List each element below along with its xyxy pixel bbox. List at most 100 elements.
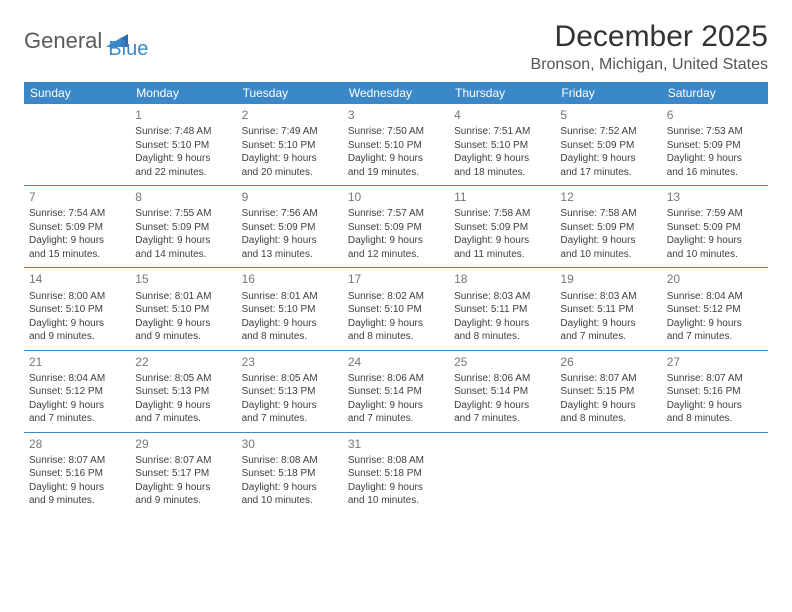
- calendar-cell: 17Sunrise: 8:02 AMSunset: 5:10 PMDayligh…: [343, 268, 449, 350]
- calendar-cell: [449, 432, 555, 514]
- daylight-text: and 9 minutes.: [135, 494, 231, 508]
- sunrise-text: Sunrise: 8:08 AM: [348, 454, 444, 468]
- day-number: 17: [348, 271, 444, 287]
- sunrise-text: Sunrise: 7:51 AM: [454, 125, 550, 139]
- sunrise-text: Sunrise: 8:00 AM: [29, 290, 125, 304]
- daylight-text: and 8 minutes.: [348, 330, 444, 344]
- calendar-cell: 13Sunrise: 7:59 AMSunset: 5:09 PMDayligh…: [662, 186, 768, 268]
- daylight-text: and 9 minutes.: [29, 494, 125, 508]
- daylight-text: and 20 minutes.: [242, 166, 338, 180]
- daylight-text: and 7 minutes.: [560, 330, 656, 344]
- calendar-cell: 9Sunrise: 7:56 AMSunset: 5:09 PMDaylight…: [237, 186, 343, 268]
- calendar-cell: 5Sunrise: 7:52 AMSunset: 5:09 PMDaylight…: [555, 104, 661, 186]
- calendar-cell: 12Sunrise: 7:58 AMSunset: 5:09 PMDayligh…: [555, 186, 661, 268]
- daylight-text: Daylight: 9 hours: [560, 317, 656, 331]
- sunrise-text: Sunrise: 7:49 AM: [242, 125, 338, 139]
- logo-word2: Blue: [108, 38, 148, 61]
- day-number: 23: [242, 354, 338, 370]
- sunrise-text: Sunrise: 8:04 AM: [667, 290, 763, 304]
- sunrise-text: Sunrise: 8:01 AM: [242, 290, 338, 304]
- calendar-cell: 30Sunrise: 8:08 AMSunset: 5:18 PMDayligh…: [237, 432, 343, 514]
- calendar-cell: 3Sunrise: 7:50 AMSunset: 5:10 PMDaylight…: [343, 104, 449, 186]
- weekday-friday: Friday: [555, 82, 661, 104]
- daylight-text: Daylight: 9 hours: [348, 234, 444, 248]
- calendar-cell: 10Sunrise: 7:57 AMSunset: 5:09 PMDayligh…: [343, 186, 449, 268]
- logo: General Blue: [24, 20, 148, 61]
- calendar-cell: 22Sunrise: 8:05 AMSunset: 5:13 PMDayligh…: [130, 350, 236, 432]
- sunset-text: Sunset: 5:09 PM: [135, 221, 231, 235]
- daylight-text: and 14 minutes.: [135, 248, 231, 262]
- sunset-text: Sunset: 5:10 PM: [348, 139, 444, 153]
- sunset-text: Sunset: 5:11 PM: [454, 303, 550, 317]
- sunset-text: Sunset: 5:16 PM: [29, 467, 125, 481]
- sunrise-text: Sunrise: 7:55 AM: [135, 207, 231, 221]
- calendar-cell: 21Sunrise: 8:04 AMSunset: 5:12 PMDayligh…: [24, 350, 130, 432]
- sunset-text: Sunset: 5:09 PM: [242, 221, 338, 235]
- sunset-text: Sunset: 5:11 PM: [560, 303, 656, 317]
- sunset-text: Sunset: 5:18 PM: [348, 467, 444, 481]
- sunset-text: Sunset: 5:10 PM: [454, 139, 550, 153]
- daylight-text: and 9 minutes.: [29, 330, 125, 344]
- sunset-text: Sunset: 5:13 PM: [242, 385, 338, 399]
- sunrise-text: Sunrise: 8:02 AM: [348, 290, 444, 304]
- daylight-text: and 7 minutes.: [29, 412, 125, 426]
- daylight-text: Daylight: 9 hours: [454, 152, 550, 166]
- daylight-text: Daylight: 9 hours: [242, 152, 338, 166]
- day-number: 8: [135, 189, 231, 205]
- calendar-cell: 14Sunrise: 8:00 AMSunset: 5:10 PMDayligh…: [24, 268, 130, 350]
- day-number: 6: [667, 107, 763, 123]
- daylight-text: Daylight: 9 hours: [560, 152, 656, 166]
- sunrise-text: Sunrise: 7:53 AM: [667, 125, 763, 139]
- calendar-cell: 27Sunrise: 8:07 AMSunset: 5:16 PMDayligh…: [662, 350, 768, 432]
- daylight-text: and 13 minutes.: [242, 248, 338, 262]
- daylight-text: and 11 minutes.: [454, 248, 550, 262]
- daylight-text: Daylight: 9 hours: [667, 399, 763, 413]
- calendar-cell: 31 Sunrise: 8:08 AMSunset: 5:18 PMDayligh…: [343, 432, 449, 514]
- daylight-text: and 8 minutes.: [454, 330, 550, 344]
- calendar-row: 28Sunrise: 8:07 AMSunset: 5:16 PMDayligh…: [24, 432, 768, 514]
- calendar-table: Sunday Monday Tuesday Wednesday Thursday…: [24, 82, 768, 514]
- calendar-cell: 8Sunrise: 7:55 AMSunset: 5:09 PMDaylight…: [130, 186, 236, 268]
- day-number: 5: [560, 107, 656, 123]
- day-number: 16: [242, 271, 338, 287]
- day-number: 21: [29, 354, 125, 370]
- sunrise-text: Sunrise: 7:58 AM: [560, 207, 656, 221]
- sunrise-text: Sunrise: 8:07 AM: [135, 454, 231, 468]
- daylight-text: Daylight: 9 hours: [348, 152, 444, 166]
- daylight-text: Daylight: 9 hours: [29, 234, 125, 248]
- day-number: 13: [667, 189, 763, 205]
- calendar-cell: 11Sunrise: 7:58 AMSunset: 5:09 PMDayligh…: [449, 186, 555, 268]
- daylight-text: Daylight: 9 hours: [454, 234, 550, 248]
- page-title: December 2025: [531, 20, 768, 54]
- day-number: 14: [29, 271, 125, 287]
- daylight-text: and 19 minutes.: [348, 166, 444, 180]
- sunrise-text: Sunrise: 8:07 AM: [667, 372, 763, 386]
- calendar-cell: 23Sunrise: 8:05 AMSunset: 5:13 PMDayligh…: [237, 350, 343, 432]
- header: General Blue December 2025 Bronson, Mich…: [24, 20, 768, 74]
- day-number: 29: [135, 436, 231, 452]
- day-number: 31: [348, 436, 444, 452]
- daylight-text: Daylight: 9 hours: [667, 234, 763, 248]
- daylight-text: and 17 minutes.: [560, 166, 656, 180]
- sunrise-text: Sunrise: 7:56 AM: [242, 207, 338, 221]
- day-number: 4: [454, 107, 550, 123]
- day-number: 1: [135, 107, 231, 123]
- sunset-text: Sunset: 5:10 PM: [135, 303, 231, 317]
- daylight-text: Daylight: 9 hours: [348, 481, 444, 495]
- daylight-text: Daylight: 9 hours: [135, 152, 231, 166]
- daylight-text: Daylight: 9 hours: [242, 399, 338, 413]
- day-number: 2: [242, 107, 338, 123]
- day-number: 12: [560, 189, 656, 205]
- sunset-text: Sunset: 5:17 PM: [135, 467, 231, 481]
- daylight-text: Daylight: 9 hours: [135, 317, 231, 331]
- daylight-text: and 7 minutes.: [348, 412, 444, 426]
- sunset-text: Sunset: 5:09 PM: [560, 221, 656, 235]
- daylight-text: Daylight: 9 hours: [29, 399, 125, 413]
- sunrise-text: Sunrise: 7:59 AM: [667, 207, 763, 221]
- daylight-text: and 16 minutes.: [667, 166, 763, 180]
- daylight-text: and 15 minutes.: [29, 248, 125, 262]
- weekday-thursday: Thursday: [449, 82, 555, 104]
- daylight-text: and 7 minutes.: [667, 330, 763, 344]
- sunrise-text: Sunrise: 7:54 AM: [29, 207, 125, 221]
- sunset-text: Sunset: 5:18 PM: [242, 467, 338, 481]
